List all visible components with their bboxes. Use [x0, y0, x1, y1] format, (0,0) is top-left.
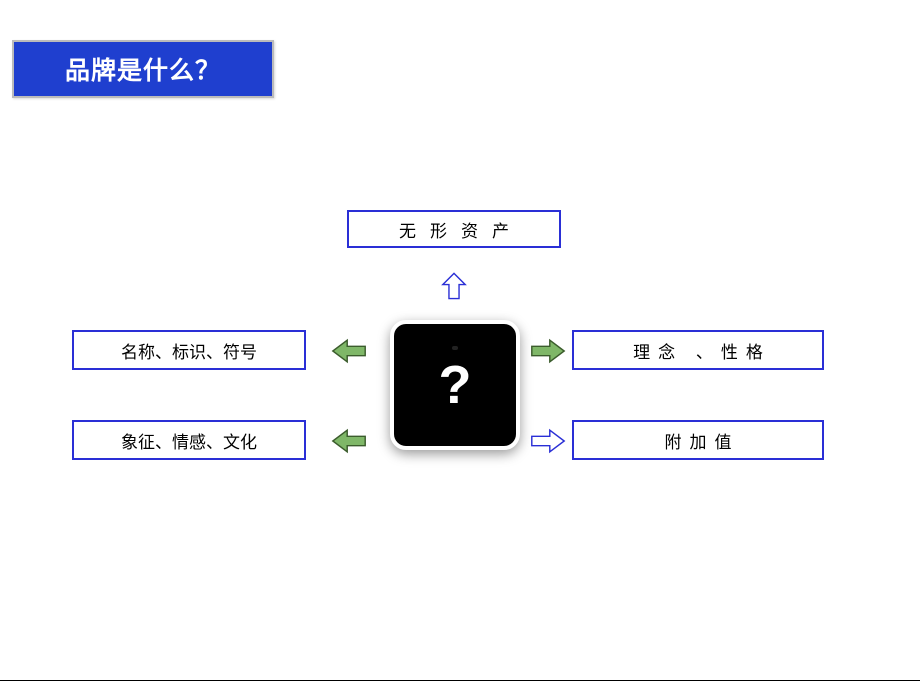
- title-text: 品牌是什么？: [65, 51, 221, 87]
- arrow-right-b: [530, 428, 566, 454]
- arrow-left-a: [331, 338, 367, 364]
- center-node: ?: [390, 320, 520, 450]
- center-dot: [452, 346, 458, 350]
- box-left-b-label: 象征、情感、文化: [121, 428, 257, 453]
- box-left-b: 象征、情感、文化: [72, 420, 306, 460]
- box-top: 无形资产: [347, 210, 561, 248]
- box-right-a: 理念 、性格: [572, 330, 824, 370]
- title-box: 品牌是什么？: [12, 40, 274, 98]
- box-left-a-label: 名称、标识、符号: [121, 338, 257, 363]
- footer-line: [0, 680, 920, 681]
- box-top-label: 无形资产: [399, 217, 523, 242]
- arrow-left-b: [331, 428, 367, 454]
- box-right-b-label: 附加值: [665, 428, 740, 453]
- box-left-a: 名称、标识、符号: [72, 330, 306, 370]
- box-right-b: 附加值: [572, 420, 824, 460]
- box-right-a-label: 理念 、性格: [633, 338, 771, 363]
- center-label: ?: [439, 354, 472, 416]
- arrow-right-a: [530, 338, 566, 364]
- arrow-up: [440, 266, 468, 306]
